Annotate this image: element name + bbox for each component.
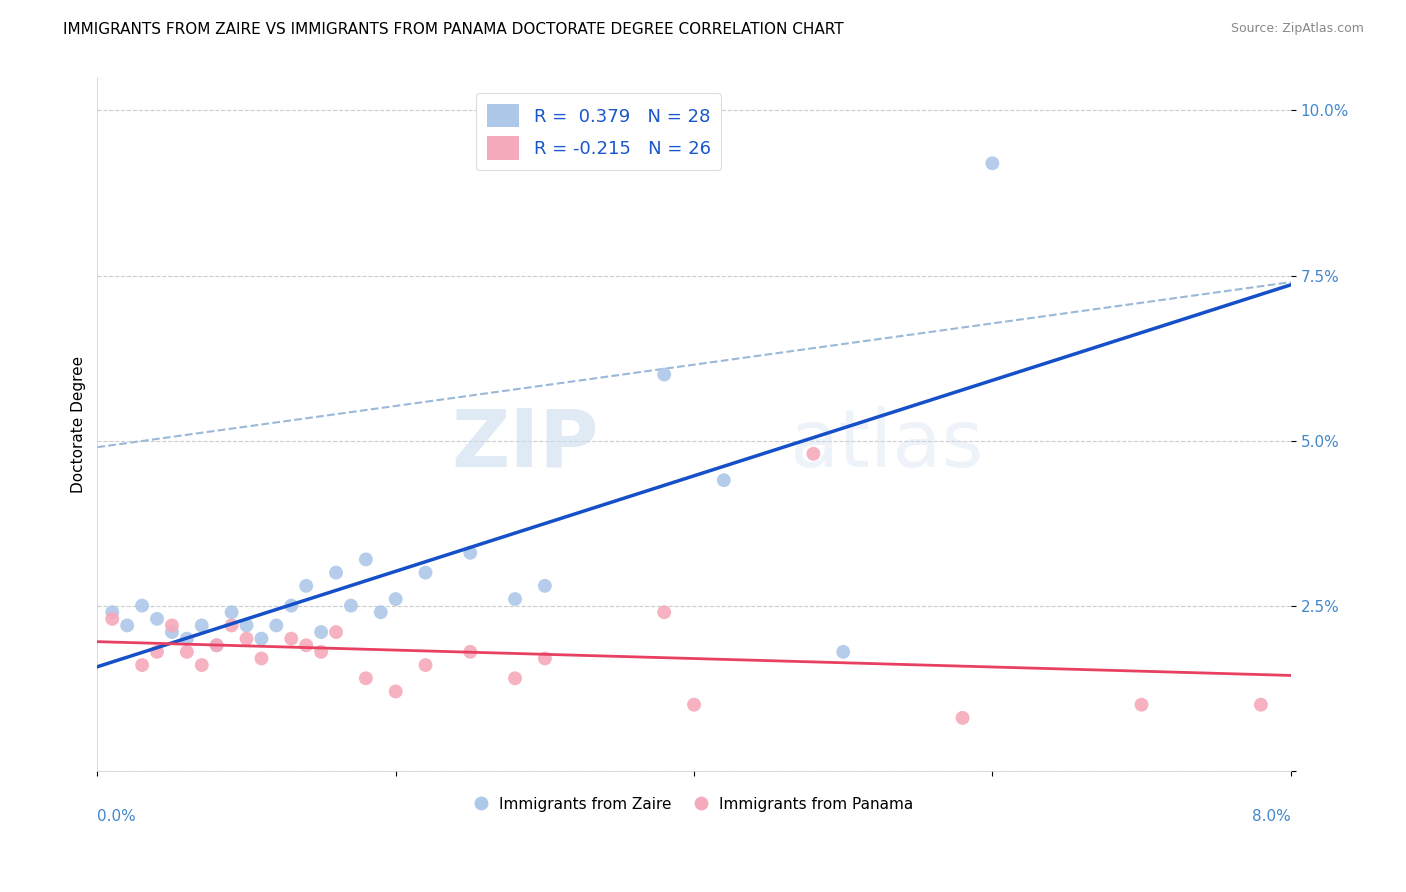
Point xyxy=(146,645,169,659)
Text: IMMIGRANTS FROM ZAIRE VS IMMIGRANTS FROM PANAMA DOCTORATE DEGREE CORRELATION CHA: IMMIGRANTS FROM ZAIRE VS IMMIGRANTS FROM… xyxy=(63,22,844,37)
Point xyxy=(340,599,363,613)
Point xyxy=(309,645,332,659)
Point xyxy=(354,671,377,685)
Point xyxy=(683,698,706,712)
Point xyxy=(370,605,392,619)
Point xyxy=(101,605,124,619)
Point xyxy=(191,658,214,673)
Point xyxy=(354,552,377,566)
Point xyxy=(803,447,825,461)
Point xyxy=(458,645,481,659)
Point xyxy=(534,579,557,593)
Text: 8.0%: 8.0% xyxy=(1251,809,1291,824)
Point xyxy=(160,618,183,632)
Point xyxy=(295,579,318,593)
Point xyxy=(652,368,675,382)
Point xyxy=(266,618,288,632)
Point xyxy=(115,618,138,632)
Point xyxy=(131,658,153,673)
Point xyxy=(503,592,526,607)
Point xyxy=(1130,698,1153,712)
Point xyxy=(176,632,198,646)
Point xyxy=(832,645,855,659)
Point xyxy=(309,625,332,640)
Point xyxy=(235,618,257,632)
Legend: Immigrants from Zaire, Immigrants from Panama: Immigrants from Zaire, Immigrants from P… xyxy=(468,791,920,819)
Point xyxy=(713,473,735,487)
Point xyxy=(295,638,318,652)
Text: 0.0%: 0.0% xyxy=(97,809,136,824)
Point xyxy=(325,625,347,640)
Point xyxy=(191,618,214,632)
Text: ZIP: ZIP xyxy=(451,406,599,483)
Point xyxy=(176,645,198,659)
Point xyxy=(458,546,481,560)
Point xyxy=(652,605,675,619)
Point xyxy=(160,625,183,640)
Point xyxy=(146,612,169,626)
Point xyxy=(384,684,406,698)
Point xyxy=(221,618,243,632)
Point xyxy=(250,632,273,646)
Point xyxy=(250,651,273,665)
Point xyxy=(534,651,557,665)
Point xyxy=(325,566,347,580)
Point xyxy=(952,711,974,725)
Point xyxy=(221,605,243,619)
Text: atlas: atlas xyxy=(790,406,984,483)
Point xyxy=(280,599,302,613)
Point xyxy=(981,156,1004,170)
Point xyxy=(131,599,153,613)
Point xyxy=(205,638,228,652)
Point xyxy=(101,612,124,626)
Text: Source: ZipAtlas.com: Source: ZipAtlas.com xyxy=(1230,22,1364,36)
Point xyxy=(205,638,228,652)
Y-axis label: Doctorate Degree: Doctorate Degree xyxy=(72,356,86,492)
Point xyxy=(384,592,406,607)
Point xyxy=(503,671,526,685)
Point xyxy=(415,566,437,580)
Point xyxy=(235,632,257,646)
Point xyxy=(415,658,437,673)
Point xyxy=(280,632,302,646)
Point xyxy=(1250,698,1272,712)
